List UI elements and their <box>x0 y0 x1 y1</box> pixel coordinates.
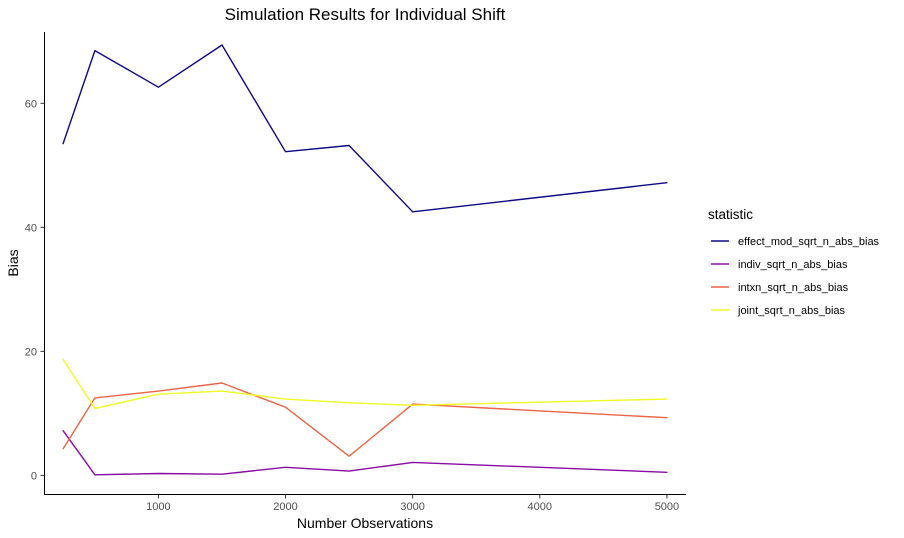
x-tick-label: 5000 <box>655 501 679 513</box>
x-tick-label: 2000 <box>273 501 297 513</box>
y-tick-label: 20 <box>25 346 37 358</box>
x-tick-label: 3000 <box>400 501 424 513</box>
y-tick-label: 60 <box>25 98 37 110</box>
plot-area <box>62 44 668 476</box>
series-line-indiv-sqrt-n-abs-bias <box>62 430 668 476</box>
legend-label: indiv_sqrt_n_abs_bias <box>738 259 848 271</box>
series-line-joint-sqrt-n-abs-bias <box>62 358 668 410</box>
legend: statistic effect_mod_sqrt_n_abs_biasindi… <box>708 207 880 317</box>
y-tick-label: 40 <box>25 222 37 234</box>
series-line-effect-mod-sqrt-n-abs-bias <box>62 44 668 213</box>
series-line-intxn-sqrt-n-abs-bias <box>62 382 668 457</box>
x-tick-label: 4000 <box>528 501 552 513</box>
legend-title: statistic <box>708 207 753 222</box>
x-axis-title: Number Observations <box>297 515 433 531</box>
chart-title: Simulation Results for Individual Shift <box>225 5 506 24</box>
legend-label: intxn_sqrt_n_abs_bias <box>738 282 849 294</box>
axes: 1000 2000 3000 4000 5000 0 20 40 60 <box>25 32 686 513</box>
legend-label: effect_mod_sqrt_n_abs_bias <box>738 236 880 248</box>
x-tick-label: 1000 <box>146 501 170 513</box>
y-axis-title: Bias <box>5 249 21 276</box>
y-tick-label: 0 <box>31 470 37 482</box>
legend-label: joint_sqrt_n_abs_bias <box>737 305 846 317</box>
